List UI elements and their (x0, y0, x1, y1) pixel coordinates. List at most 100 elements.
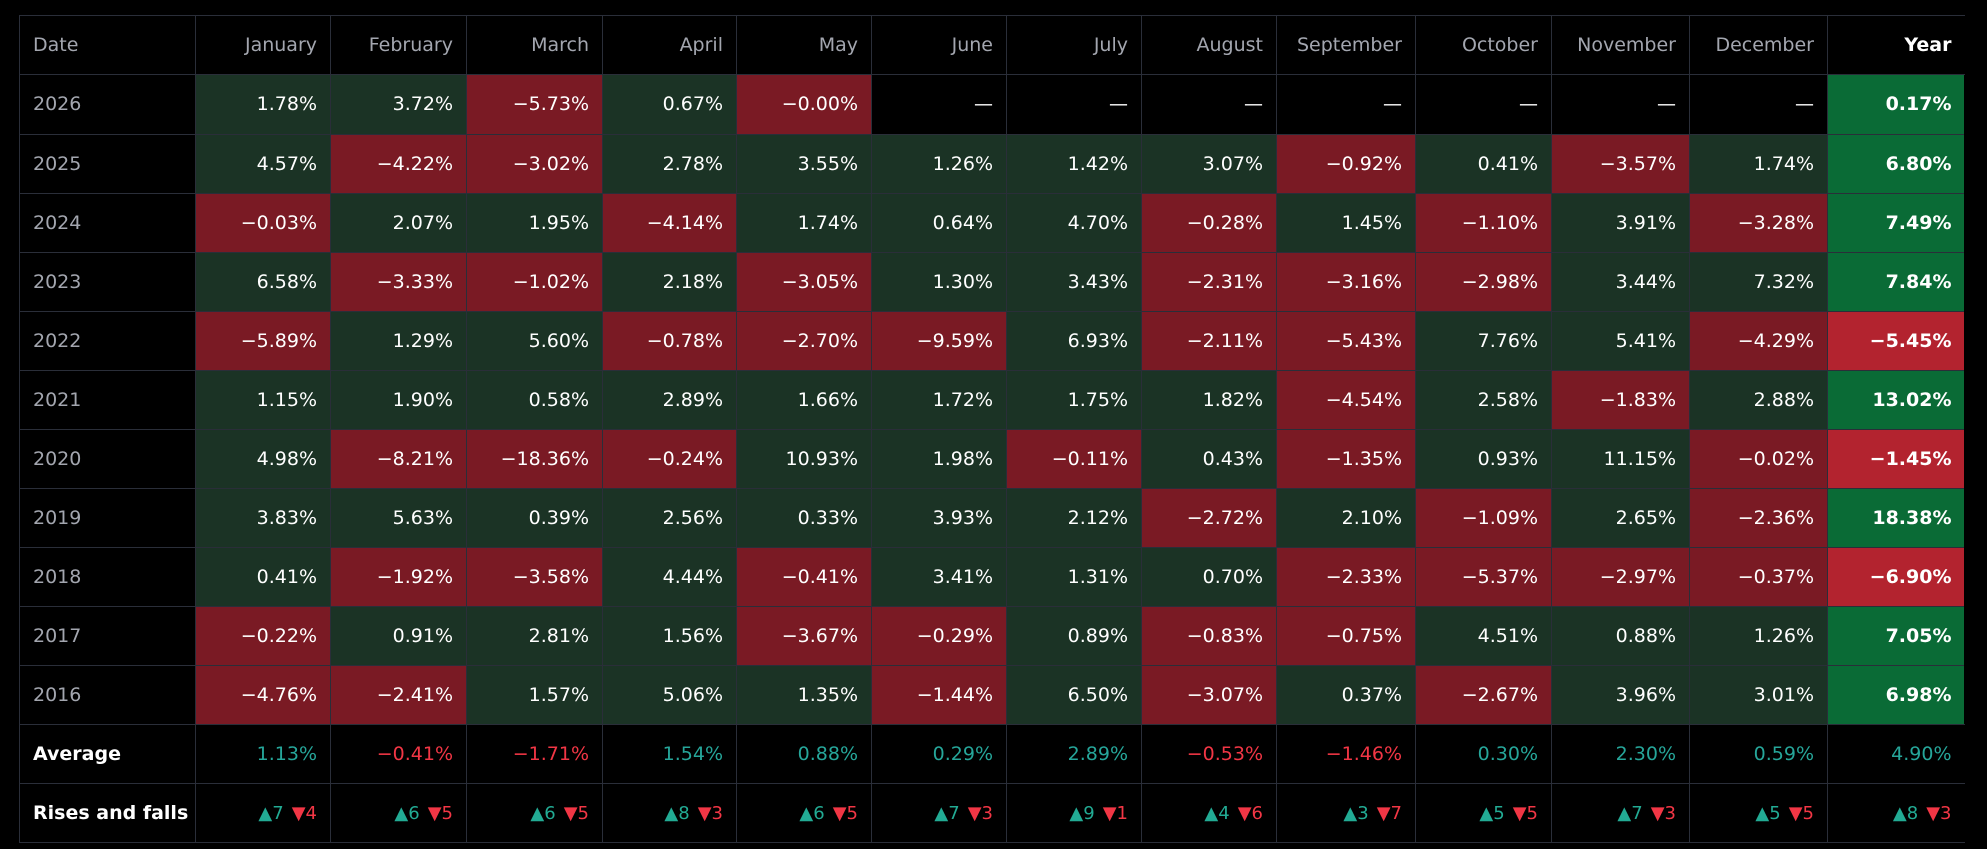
cell-march: −18.36% (466, 429, 603, 489)
rises-falls-year: ▲8 ▼3 (1827, 783, 1965, 843)
cell-january: 1.78% (195, 75, 331, 135)
triangle-up-icon: ▲ (394, 802, 409, 824)
cell-september: 0.37% (1276, 665, 1416, 724)
triangle-down-icon: ▼ (697, 802, 712, 824)
average-february: −0.41% (330, 724, 467, 784)
cell-june: 3.93% (871, 488, 1007, 548)
column-header-june[interactable]: June (871, 15, 1007, 75)
row-year-label: 2026 (19, 75, 196, 135)
cell-april: 2.18% (602, 252, 737, 312)
falls-count: 7 (1390, 802, 1402, 824)
falls-count: 5 (577, 802, 589, 824)
cell-november: — (1551, 75, 1690, 135)
column-header-year[interactable]: Year (1827, 15, 1965, 75)
average-december: 0.59% (1689, 724, 1828, 784)
table-body-scroll-area[interactable]: 2026 1.78% 3.72% −5.73% 0.67% −0.00% — — — — — — —0.… (19, 75, 1964, 724)
cell-october: 4.51% (1415, 606, 1552, 666)
cell-may: 1.35% (736, 665, 872, 724)
cell-june: — (871, 75, 1007, 135)
cell-year-total: 7.05% (1827, 606, 1964, 666)
cell-june: 1.98% (871, 429, 1007, 489)
cell-august: — (1141, 75, 1277, 135)
rises-falls-label: Rises and falls (19, 783, 196, 843)
average-august: −0.53% (1141, 724, 1277, 784)
cell-october: −5.37% (1415, 547, 1552, 607)
cell-september: −0.75% (1276, 606, 1416, 666)
triangle-down-icon: ▼ (1376, 802, 1391, 824)
body-table: 2026 1.78% 3.72% −5.73% 0.67% −0.00% — — — — — — —0.… (19, 75, 1964, 724)
table-row: 2024 −0.03% 2.07% 1.95% −4.14% 1.74% 0.64% 4.70… (19, 193, 1964, 253)
cell-july: 1.31% (1006, 547, 1142, 607)
cell-july: 3.43% (1006, 252, 1142, 312)
cell-september: −3.16% (1276, 252, 1416, 312)
column-header-april[interactable]: April (602, 15, 737, 75)
column-header-october[interactable]: October (1415, 15, 1552, 75)
cell-february: 1.90% (330, 370, 467, 430)
triangle-up-icon: ▲ (1755, 802, 1770, 824)
cell-july: 1.42% (1006, 134, 1142, 194)
column-header-may[interactable]: May (736, 15, 872, 75)
cell-august: −0.28% (1141, 193, 1277, 253)
rises-falls-april: ▲8 ▼3 (602, 783, 737, 843)
cell-february: 1.29% (330, 311, 467, 371)
cell-november: 3.44% (1551, 252, 1690, 312)
cell-january: 1.15% (195, 370, 331, 430)
average-year: 4.90% (1827, 724, 1965, 784)
cell-september: −0.92% (1276, 134, 1416, 194)
cell-april: −4.14% (602, 193, 737, 253)
cell-november: 5.41% (1551, 311, 1690, 371)
falls-count: 3 (1664, 802, 1676, 824)
column-header-september[interactable]: September (1276, 15, 1416, 75)
average-row: Average 1.13% −0.41% −1.71% 1.54% 0.88% 0.29%… (19, 724, 1965, 784)
triangle-down-icon: ▼ (1788, 802, 1803, 824)
column-header-december[interactable]: December (1689, 15, 1828, 75)
column-header-march[interactable]: March (466, 15, 603, 75)
cell-may: −0.41% (736, 547, 872, 607)
rises-count: 6 (408, 802, 420, 824)
header-table: Date January February March April May Ju… (19, 15, 1965, 75)
cell-february: −1.92% (330, 547, 467, 607)
average-november: 2.30% (1551, 724, 1690, 784)
cell-august: 0.70% (1141, 547, 1277, 607)
table-row: 2016 −4.76% −2.41% 1.57% 5.06% 1.35% −1.44% 6.5… (19, 665, 1964, 724)
cell-february: −3.33% (330, 252, 467, 312)
rises-falls-october: ▲5 ▼5 (1415, 783, 1552, 843)
rises-count: 7 (948, 802, 960, 824)
cell-july: 6.93% (1006, 311, 1142, 371)
column-header-date[interactable]: Date (19, 15, 196, 75)
column-header-november[interactable]: November (1551, 15, 1690, 75)
column-header-january[interactable]: January (195, 15, 331, 75)
rises-falls-january: ▲7 ▼4 (195, 783, 331, 843)
cell-february: 3.72% (330, 75, 467, 135)
triangle-down-icon: ▼ (1512, 802, 1527, 824)
rises-count: 8 (678, 802, 690, 824)
cell-october: 2.58% (1415, 370, 1552, 430)
cell-june: −1.44% (871, 665, 1007, 724)
cell-may: 1.74% (736, 193, 872, 253)
falls-count: 3 (1940, 802, 1952, 824)
cell-july: 2.12% (1006, 488, 1142, 548)
cell-september: −5.43% (1276, 311, 1416, 371)
rises-count: 3 (1357, 802, 1369, 824)
seasonals-table: Date January February March April May Ju… (19, 15, 1965, 843)
cell-november: 2.65% (1551, 488, 1690, 548)
rises-count: 9 (1083, 802, 1095, 824)
cell-april: −0.78% (602, 311, 737, 371)
row-year-label: 2020 (19, 429, 196, 489)
average-september: −1.46% (1276, 724, 1416, 784)
column-header-february[interactable]: February (330, 15, 467, 75)
rises-falls-november: ▲7 ▼3 (1551, 783, 1690, 843)
cell-december: −2.36% (1689, 488, 1828, 548)
cell-march: 1.95% (466, 193, 603, 253)
column-header-july[interactable]: July (1006, 15, 1142, 75)
cell-october: −2.67% (1415, 665, 1552, 724)
cell-year-total: 6.98% (1827, 665, 1964, 724)
cell-december: 1.26% (1689, 606, 1828, 666)
triangle-down-icon: ▼ (291, 802, 306, 824)
cell-september: −4.54% (1276, 370, 1416, 430)
column-header-august[interactable]: August (1141, 15, 1277, 75)
cell-october: — (1415, 75, 1552, 135)
cell-year-total: 6.80% (1827, 134, 1964, 194)
triangle-down-icon: ▼ (967, 802, 982, 824)
triangle-down-icon: ▼ (563, 802, 578, 824)
